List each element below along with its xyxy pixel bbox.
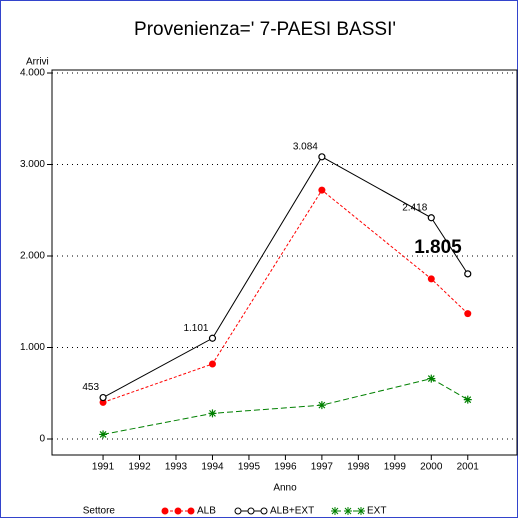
x-tick-label: 2000 [420, 462, 443, 473]
point [99, 430, 108, 439]
x-tick-label: 1994 [201, 462, 224, 473]
data-label: 1.805 [414, 237, 462, 258]
x-tick-label: 1998 [347, 462, 370, 473]
chart-title: Provenienza=' 7-PAESI BASSI' [134, 19, 396, 40]
x-tick-label: 1991 [92, 462, 115, 473]
y-tick-label: 1.000 [20, 342, 45, 353]
x-axis-label: Anno [273, 483, 297, 494]
legend-marker [247, 507, 255, 515]
point [427, 275, 435, 283]
x-tick-label: 1992 [128, 462, 151, 473]
point [208, 360, 216, 368]
point [318, 186, 326, 194]
y-tick-label: 4.000 [20, 68, 45, 79]
point [208, 334, 217, 342]
data-label: 2.418 [402, 202, 427, 213]
point [464, 310, 472, 318]
y-tick-label: 3.000 [20, 159, 45, 170]
legend-label: ALB [197, 506, 216, 517]
legend-marker [174, 507, 182, 515]
data-label: 453 [82, 382, 99, 393]
point [99, 393, 107, 402]
point [464, 270, 472, 278]
x-tick-label: 1999 [384, 462, 407, 473]
y-axis-label: Arrivi [26, 57, 49, 68]
legend-marker [260, 507, 268, 515]
legend-label: EXT [367, 506, 386, 517]
point [208, 409, 217, 418]
legend-marker [357, 507, 365, 515]
legend-marker [234, 507, 242, 515]
x-tick-label: 1993 [165, 462, 188, 473]
x-tick-label: 1997 [311, 462, 334, 473]
y-tick-label: 2.000 [20, 251, 45, 262]
point [427, 374, 436, 383]
point [427, 214, 435, 222]
legend-marker [344, 507, 352, 515]
x-tick-label: 1995 [238, 462, 261, 473]
data-label: 1.101 [183, 323, 208, 334]
point [318, 153, 326, 161]
point [463, 395, 472, 404]
plot-frame [51, 69, 518, 456]
legend-title: Settore [83, 506, 116, 517]
legend-label: ALB+EXT [270, 506, 314, 517]
data-label: 3.084 [293, 141, 318, 152]
point [317, 401, 326, 410]
legend-marker [187, 507, 195, 515]
legend-marker [161, 507, 169, 515]
x-tick-label: 2001 [457, 462, 480, 473]
x-tick-label: 1996 [274, 462, 297, 473]
y-tick-label: 0 [39, 434, 45, 445]
legend-marker [331, 507, 339, 515]
